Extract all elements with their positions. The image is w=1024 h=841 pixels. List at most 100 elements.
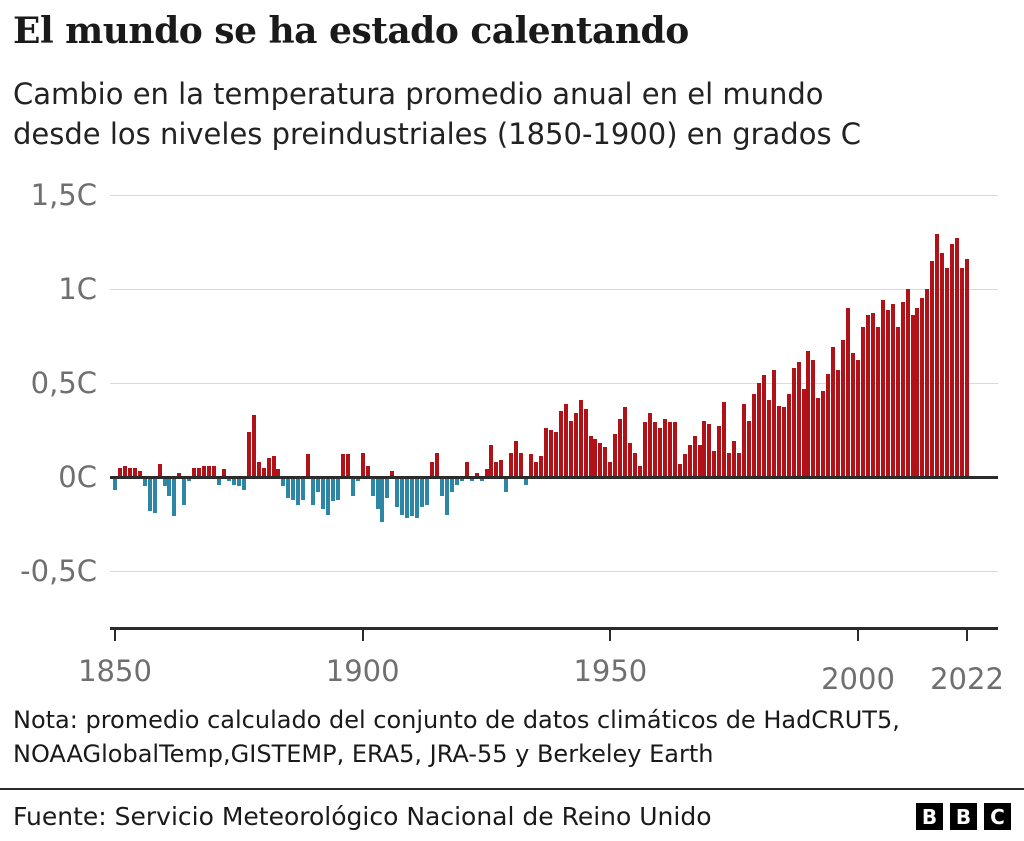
bar-1932	[519, 453, 524, 477]
bar-1862	[172, 477, 177, 516]
bar-1889	[306, 454, 311, 477]
y-axis-label-0,5C: 0,5C	[30, 366, 97, 400]
bar-1943	[573, 413, 578, 477]
bar-1864	[182, 477, 187, 505]
bar-2019	[950, 244, 955, 477]
bar-1970	[707, 424, 712, 477]
x-tick-2000	[857, 630, 860, 641]
bar-1873	[226, 477, 231, 481]
bar-1901	[365, 466, 370, 477]
x-axis-label-1900: 1900	[325, 654, 400, 688]
bar-1956	[638, 466, 643, 477]
footer-divider	[0, 788, 1024, 790]
zero-baseline	[110, 475, 998, 479]
bar-1949	[603, 447, 608, 477]
bar-1945	[583, 409, 588, 477]
bar-1927	[494, 462, 499, 477]
bar-1958	[647, 413, 652, 477]
bar-1882	[271, 456, 276, 477]
bar-1857	[147, 477, 152, 511]
bar-1915	[434, 453, 439, 477]
bar-1992	[816, 398, 821, 477]
bar-1912	[420, 477, 425, 507]
bar-1920	[459, 477, 464, 481]
bar-1866	[192, 468, 197, 477]
gridline--0,5C	[110, 571, 998, 572]
bar-2018	[945, 268, 950, 477]
bar-1988	[796, 362, 801, 477]
bar-1952	[618, 419, 623, 477]
x-axis-label-2022: 2022	[930, 662, 1004, 696]
bar-1860	[162, 477, 167, 486]
x-axis-line	[110, 627, 998, 630]
bar-1972	[717, 426, 722, 477]
bar-1950	[608, 462, 613, 477]
bar-1921	[464, 462, 469, 477]
bar-2008	[895, 327, 900, 477]
bar-1883	[276, 469, 281, 477]
bar-1948	[598, 443, 603, 477]
bar-1966	[687, 445, 692, 477]
bar-1941	[563, 404, 568, 477]
x-axis-label-1850: 1850	[78, 654, 152, 688]
bar-1967	[692, 436, 697, 477]
bar-1850	[113, 477, 117, 490]
bar-1990	[806, 351, 811, 477]
bar-2015	[930, 261, 935, 477]
bar-1936	[539, 456, 543, 477]
bar-1909	[405, 477, 410, 518]
bar-2003	[870, 313, 875, 477]
bar-1904	[380, 477, 385, 522]
bar-1871	[217, 477, 222, 485]
bar-1903	[375, 477, 380, 509]
bar-1888	[301, 477, 306, 500]
bar-1893	[326, 477, 330, 515]
bar-1976	[737, 453, 742, 477]
bar-1986	[786, 394, 791, 477]
bar-1968	[697, 445, 702, 477]
bar-1979	[752, 394, 756, 477]
bbc-logo-letter-c: C	[984, 803, 1011, 830]
bar-1940	[558, 411, 563, 477]
bar-1971	[712, 451, 717, 477]
bar-1983	[771, 370, 776, 477]
page-subtitle: Cambio en la temperatura promedio anual …	[13, 77, 862, 151]
bar-1918	[449, 477, 454, 492]
bar-1853	[127, 468, 132, 477]
bar-2010	[905, 289, 910, 477]
bar-1875	[236, 477, 241, 486]
bar-1929	[504, 477, 509, 492]
temperature-bar-chart: 1,5C 1C 0,5C 0C -0,5C 1850 1900 1950 2000 2022	[20, 178, 1004, 696]
source-text: Fuente: Servicio Meteorológico Nacional …	[13, 802, 712, 831]
bar-2000	[856, 360, 861, 477]
bar-1887	[296, 477, 301, 505]
bar-2001	[860, 327, 865, 477]
bar-1987	[791, 368, 796, 477]
bar-1859	[157, 464, 162, 477]
bar-1995	[831, 347, 836, 477]
bbc-logo: B B C	[916, 803, 1011, 830]
bar-1855	[137, 471, 142, 477]
bar-1896	[340, 454, 345, 477]
bar-1906	[390, 471, 395, 477]
bar-1993	[821, 391, 826, 477]
bar-1917	[444, 477, 449, 515]
bar-1942	[568, 421, 573, 477]
bar-1876	[241, 477, 246, 490]
bar-1898	[350, 477, 355, 496]
bar-2014	[925, 289, 930, 477]
bar-1994	[826, 374, 831, 477]
bar-1928	[499, 460, 504, 477]
bar-1977	[742, 404, 747, 477]
x-tick-1900	[361, 630, 364, 641]
bar-1947	[593, 439, 598, 477]
y-axis-label-1C: 1C	[58, 272, 97, 306]
bar-2021	[960, 268, 965, 477]
y-axis-label--0,5C: -0,5C	[20, 554, 97, 588]
bar-1985	[781, 407, 786, 477]
bar-1869	[207, 466, 212, 477]
bar-1867	[197, 468, 202, 477]
bar-1938	[548, 430, 553, 477]
bar-2009	[900, 302, 905, 477]
bar-1978	[747, 421, 752, 477]
